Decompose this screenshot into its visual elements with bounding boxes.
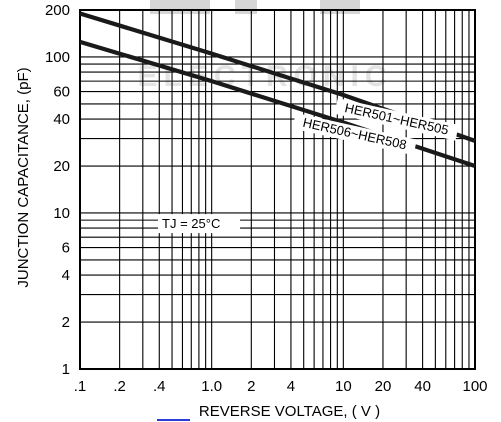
annotations: TJ = 25°C [158,214,241,234]
y-tick-label: 1 [62,361,70,378]
y-tick-label: 2 [62,314,70,331]
annotation-text: TJ = 25°C [162,216,220,231]
y-tick-label: 60 [53,84,70,101]
x-tick-label: 100 [462,378,487,395]
watermark-block [235,0,257,14]
grid [79,9,476,370]
y-tick-label: 100 [45,49,70,66]
watermark: ELECTRONIC [138,0,393,93]
annotation-backing [158,214,241,234]
y-tick-label: 4 [62,267,70,284]
x-tick-label: 40 [414,378,431,395]
x-tick-label: 2 [247,378,255,395]
x-axis-title: REVERSE VOLTAGE, ( V ) [199,403,380,420]
series-label-backing [334,98,459,141]
x-tick-labels: .1 .2 .4 1.0 2 4 10 20 40 100 [74,378,488,395]
y-tick-label: 20 [53,158,70,175]
x-tick-label: .1 [74,378,87,395]
y-tick-labels: 1 2 4 6 10 20 40 60 100 200 [45,2,70,378]
watermark-text: ELECTRONIC [138,60,393,93]
series-label-backing [292,112,417,156]
x-tick-label: 4 [287,378,295,395]
x-tick-label: 1.0 [201,378,222,395]
x-tick-label: .4 [153,378,166,395]
y-tick-label: 40 [53,111,70,128]
y-tick-label: 200 [45,2,70,19]
y-tick-label: 6 [62,240,70,257]
plot-frame [79,9,476,370]
x-tick-label: .2 [113,378,126,395]
y-axis-title: JUNCTION CAPACITANCE, (pF) [15,67,32,287]
watermark-block [320,0,360,14]
y-tick-label: 10 [53,205,70,222]
x-tick-label: 20 [375,378,392,395]
x-tick-label: 10 [335,378,352,395]
